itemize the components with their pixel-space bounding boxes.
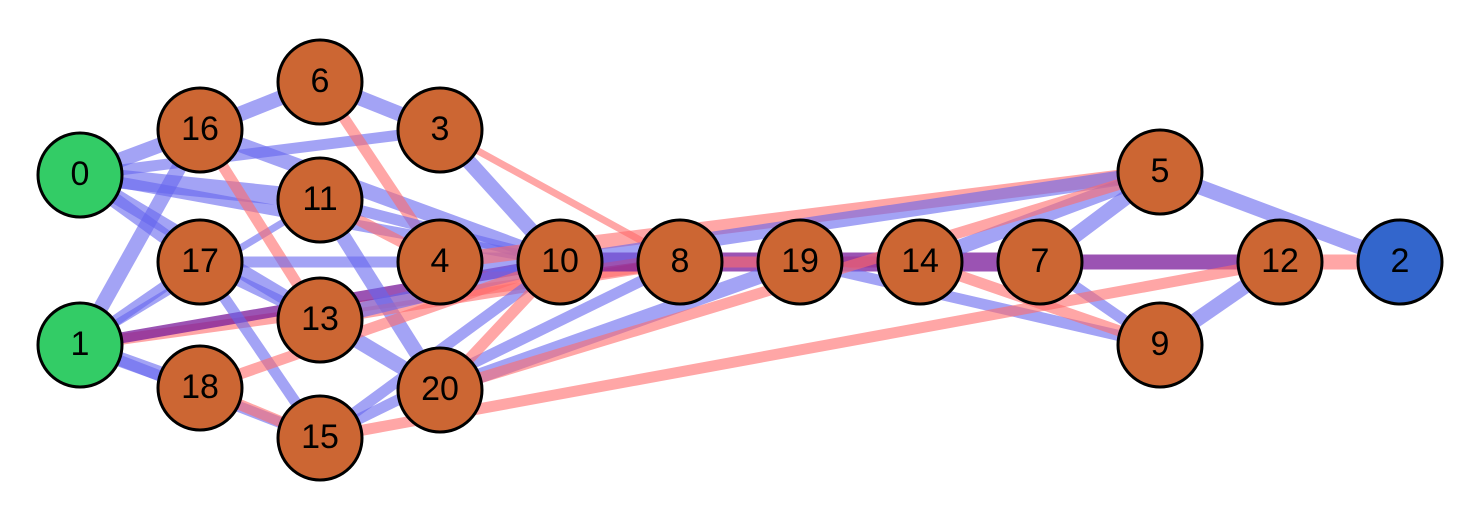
node-label-10: 10 — [541, 242, 579, 280]
node-label-15: 15 — [301, 418, 339, 456]
node-circle-16 — [156, 86, 244, 174]
node-1: 1 — [36, 301, 124, 389]
node-label-20: 20 — [421, 370, 459, 408]
node-label-13: 13 — [301, 300, 339, 338]
node-circle-6 — [276, 38, 364, 126]
node-label-9: 9 — [1151, 325, 1170, 363]
node-label-5: 5 — [1151, 152, 1170, 190]
node-circle-12 — [1236, 218, 1324, 306]
node-10: 10 — [516, 218, 604, 306]
node-label-11: 11 — [302, 180, 337, 218]
node-label-1: 1 — [71, 325, 90, 363]
node-2: 2 — [1356, 218, 1444, 306]
node-label-17: 17 — [181, 242, 219, 280]
node-0: 0 — [36, 131, 124, 219]
edge-15-12 — [319, 256, 1281, 444]
node-circle-15 — [276, 394, 364, 482]
edge-16-10 — [197, 122, 563, 270]
node-circle-3 — [396, 86, 484, 174]
edge-19-9 — [798, 256, 1162, 351]
node-circle-14 — [876, 218, 964, 306]
node-circle-5 — [1116, 128, 1204, 216]
node-8: 8 — [636, 218, 724, 306]
node-11: 11 — [276, 156, 364, 244]
node-label-8: 8 — [671, 242, 690, 280]
node-label-18: 18 — [181, 368, 219, 406]
node-circle-13 — [276, 276, 364, 364]
node-label-0: 0 — [71, 155, 90, 193]
node-4: 4 — [396, 218, 484, 306]
node-circle-4 — [396, 218, 484, 306]
edge-0-20 — [76, 168, 444, 397]
node-20: 20 — [396, 346, 484, 434]
node-circle-17 — [156, 218, 244, 306]
node-15: 15 — [276, 394, 364, 482]
node-13: 13 — [276, 276, 364, 364]
node-6: 6 — [276, 38, 364, 126]
node-label-2: 2 — [1391, 242, 1410, 280]
node-label-6: 6 — [311, 62, 330, 100]
node-circle-8 — [636, 218, 724, 306]
node-label-3: 3 — [431, 110, 450, 148]
node-circle-19 — [756, 218, 844, 306]
node-circle-1 — [36, 301, 124, 389]
edge-18-10 — [198, 256, 562, 394]
node-circle-9 — [1116, 301, 1204, 389]
node-18: 18 — [156, 344, 244, 432]
node-label-7: 7 — [1031, 242, 1050, 280]
edge-layer — [73, 75, 1403, 444]
node-circle-7 — [996, 218, 1084, 306]
node-5: 5 — [1116, 128, 1204, 216]
node-9: 9 — [1116, 301, 1204, 389]
node-label-16: 16 — [181, 110, 219, 148]
node-12: 12 — [1236, 218, 1324, 306]
node-label-14: 14 — [901, 242, 939, 280]
node-14: 14 — [876, 218, 964, 306]
node-17: 17 — [156, 218, 244, 306]
node-circle-0 — [36, 131, 124, 219]
node-label-12: 12 — [1261, 242, 1299, 280]
node-circle-11 — [276, 156, 364, 244]
node-3: 3 — [396, 86, 484, 174]
node-7: 7 — [996, 218, 1084, 306]
node-circle-10 — [516, 218, 604, 306]
node-19: 19 — [756, 218, 844, 306]
node-label-4: 4 — [431, 242, 450, 280]
node-circle-18 — [156, 344, 244, 432]
node-label-19: 19 — [781, 242, 819, 280]
node-circle-2 — [1356, 218, 1444, 306]
node-circle-20 — [396, 346, 484, 434]
edge-15-8 — [317, 257, 683, 443]
node-16: 16 — [156, 86, 244, 174]
